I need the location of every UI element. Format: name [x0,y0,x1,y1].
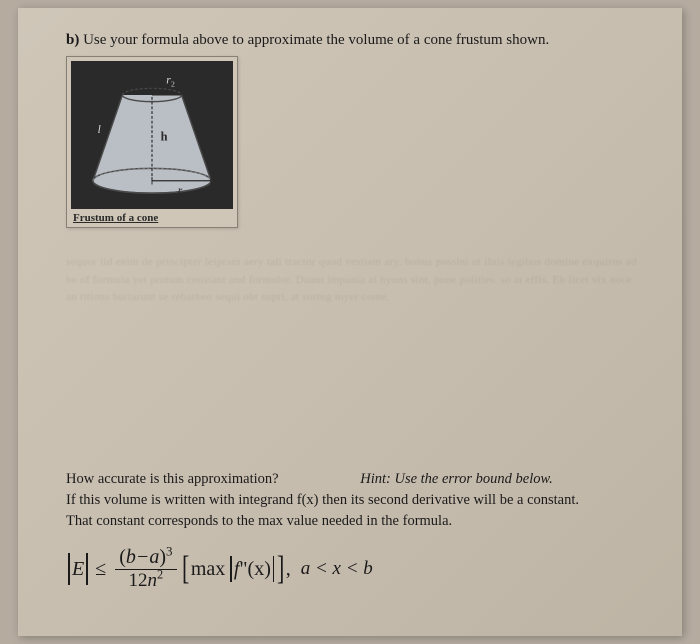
range-condition: a < x < b [301,555,373,583]
fraction: (b−a)3 12n2 [115,546,176,592]
svg-text:h: h [161,130,168,144]
error-bound-formula: E ≤ (b−a)3 12n2 [ max f " (x) ] , a < x … [66,546,640,592]
f-arg: (x) [248,555,271,584]
svg-text:l: l [98,124,101,136]
frustum-diagram: r 2 l h r 1 [71,61,233,209]
part-label: b) [66,32,79,48]
E-symbol: E [72,555,84,584]
accuracy-line1: How accurate is this approximation? Hint… [66,469,640,490]
den-coeff: 12 [129,570,148,591]
accuracy-line2: If this volume is written with integrand… [66,490,640,511]
abs-fprime: f " (x) [228,555,276,584]
double-prime: " [239,555,247,584]
leq-symbol: ≤ [95,555,106,584]
svg-text:1: 1 [182,190,186,199]
num-base: b−a [126,546,160,568]
accuracy-line3: That constant corresponds to the max val… [66,511,640,532]
accuracy-block: How accurate is this approximation? Hint… [66,469,640,592]
numerator: (b−a)3 [115,546,176,570]
hint-text: Use the error bound below. [394,471,552,487]
left-bracket: [ [182,555,189,582]
svg-text:2: 2 [171,80,175,89]
figure-container: r 2 l h r 1 Frustum of a cone [66,56,238,228]
abs-E: E [66,553,90,585]
den-exp: 2 [157,568,163,582]
bleed-through-text: sequor iid enim de principter leipram ae… [66,254,644,324]
accuracy-question: How accurate is this approximation? [66,471,279,487]
document-page: b) Use your formula above to approximate… [18,8,682,636]
hint: Hint: Use the error bound below. [360,471,553,487]
question-prompt: b) Use your formula above to approximate… [66,30,644,50]
figure-caption: Frustum of a cone [71,209,233,225]
denominator: 12n2 [125,570,168,592]
prompt-text: Use your formula above to approximate th… [83,32,549,48]
comma: , [286,555,291,584]
max-text: max [191,555,225,584]
hint-label: Hint: [360,471,391,487]
num-exp: 3 [166,544,173,559]
den-var: n [148,570,158,591]
right-bracket: ] [277,555,284,582]
